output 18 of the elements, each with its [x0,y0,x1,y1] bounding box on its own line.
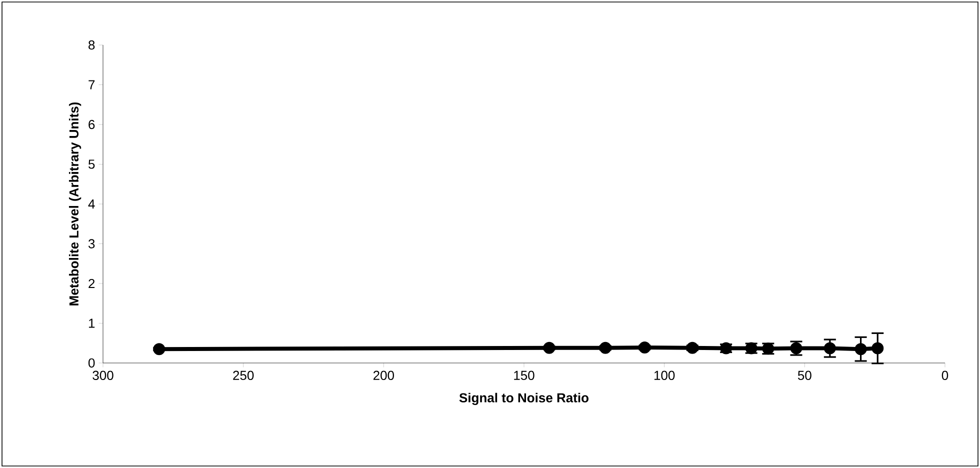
x-tick-label: 200 [373,370,394,380]
y-tick-label: 8 [88,40,95,50]
x-axis-title: Signal to Noise Ratio [459,392,588,406]
y-tick-label: 3 [88,239,95,248]
y-tick-label: 7 [88,80,95,90]
x-tick-label: 0 [942,370,948,380]
y-tick-label: 2 [88,278,95,288]
y-tick-label: 5 [88,160,95,169]
y-tick-label: 4 [88,200,95,208]
x-tick-label: 250 [233,370,254,380]
x-tick-label: 50 [798,370,812,380]
y-tick-label: 1 [88,318,95,328]
y-axis-title: Metabolite Level (Arbitrary Units) [68,102,82,306]
x-tick-label: 300 [92,370,114,380]
y-tick-label: 6 [88,120,95,130]
y-tick-label: 0 [88,358,95,368]
x-tick-label: 100 [654,370,675,380]
x-tick-label: 150 [514,370,534,380]
